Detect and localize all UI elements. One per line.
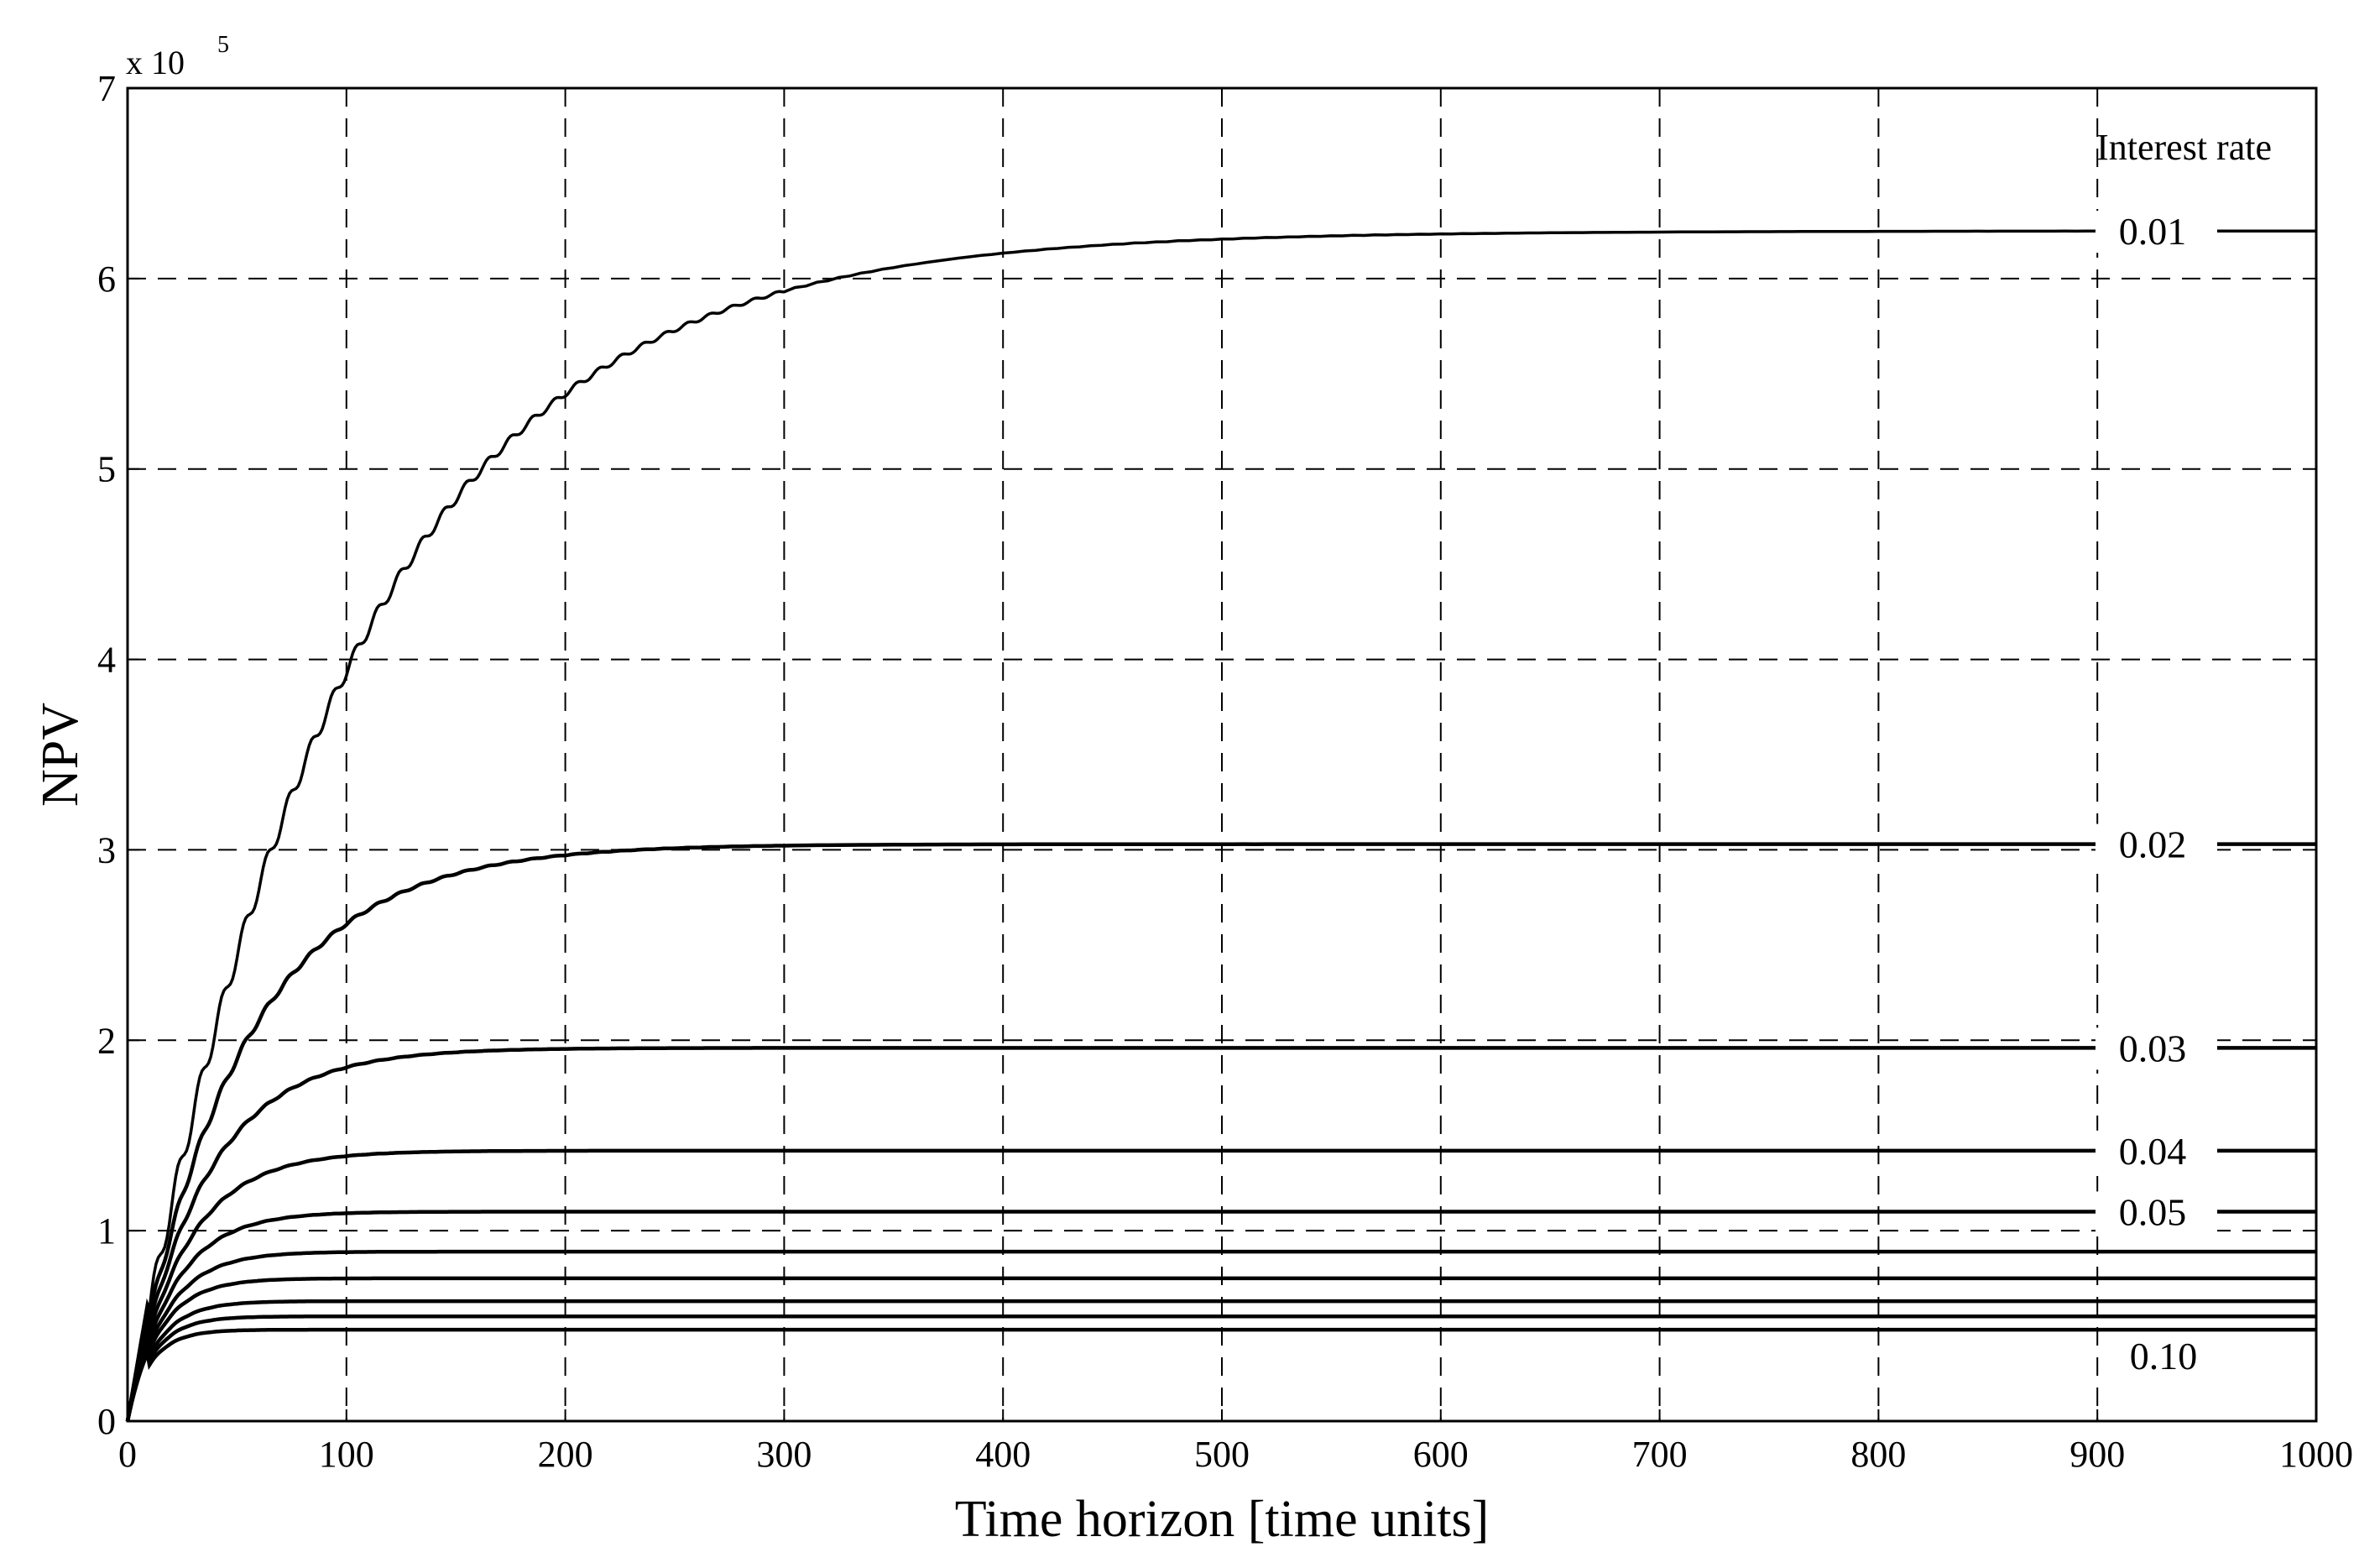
series-line-0.04 — [125, 1148, 2316, 1422]
series-label-0.10: 0.10 — [2130, 1335, 2198, 1377]
y-tick-label: 6 — [97, 259, 116, 300]
y-tick-label: 2 — [97, 1020, 116, 1061]
y-multiplier-exponent: 5 — [217, 32, 229, 58]
x-tick-label: 400 — [975, 1434, 1031, 1475]
series-label-bg — [2096, 1130, 2217, 1173]
x-tick-label: 600 — [1413, 1434, 1469, 1475]
series-labels: 0.01 0.02 0.03 0.04 0.05 0.10 — [2096, 210, 2228, 1378]
y-tick-label: 1 — [97, 1210, 116, 1252]
series-line-0.10 — [125, 1327, 2316, 1422]
series-line-0.07 — [125, 1276, 2316, 1422]
series-label-0.02: 0.02 — [2119, 823, 2187, 866]
series-label-bg — [2096, 211, 2217, 253]
x-tick-label: 900 — [2069, 1434, 2125, 1475]
series-line-0.03 — [125, 1046, 2316, 1422]
legend-title: Interest rate — [2096, 127, 2272, 168]
series-line-0.06 — [125, 1249, 2316, 1422]
series-label-bg — [2106, 1335, 2228, 1378]
y-tick-label: 0 — [97, 1401, 116, 1442]
series-line-0.02 — [125, 842, 2316, 1422]
y-tick-label: 5 — [97, 449, 116, 490]
series-line-0.08 — [125, 1299, 2316, 1422]
y-tick-label: 3 — [97, 829, 116, 870]
y-tick-label: 4 — [97, 640, 116, 681]
x-tick-label: 800 — [1850, 1434, 1906, 1475]
series-line-0.09 — [125, 1314, 2316, 1422]
x-tick-label: 0 — [118, 1434, 137, 1475]
series-label-0.05: 0.05 — [2119, 1190, 2187, 1233]
x-tick-label: 200 — [538, 1434, 593, 1475]
x-tick-label: 300 — [756, 1434, 812, 1475]
y-multiplier-label: x 10 — [126, 44, 185, 81]
series-label-bg — [2096, 823, 2217, 866]
plot-frame — [126, 86, 2318, 1423]
x-tick-label: 700 — [1632, 1434, 1688, 1475]
grid-lines — [128, 88, 2316, 1421]
x-tick-label: 100 — [319, 1434, 374, 1475]
series-label-0.04: 0.04 — [2119, 1130, 2187, 1173]
series-line-0.05 — [125, 1210, 2316, 1422]
series-label-bg — [2096, 1027, 2217, 1070]
series-label-0.01: 0.01 — [2119, 210, 2187, 253]
series-lines — [125, 229, 2316, 1422]
x-axis-label: Time horizon [time units] — [955, 1491, 1490, 1548]
y-tick-label: 7 — [97, 68, 116, 109]
x-tick-label: 1000 — [2279, 1434, 2353, 1475]
series-label-0.03: 0.03 — [2119, 1027, 2187, 1069]
x-tick-label: 500 — [1194, 1434, 1250, 1475]
series-label-bg — [2096, 1191, 2217, 1234]
y-axis-label: NPV — [32, 703, 89, 807]
axis-ticks: 0 100 200 300 400 500 600 700 800 900 1000 0 1 2 3 4 5 6 7 — [97, 68, 2353, 1475]
series-line-0.01 — [126, 229, 2316, 1422]
